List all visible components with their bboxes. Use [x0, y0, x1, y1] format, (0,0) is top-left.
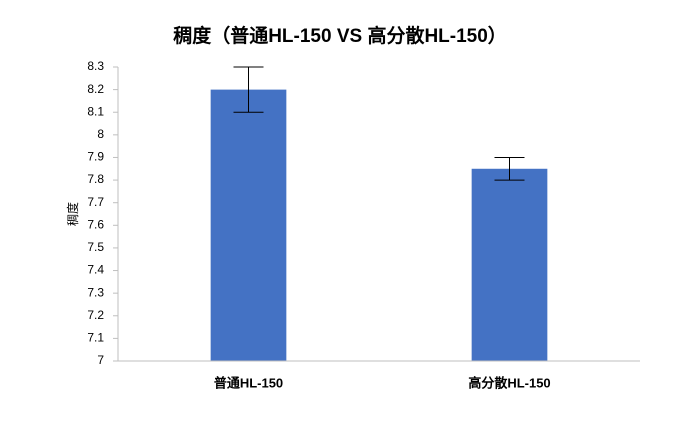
x-tick-label: 高分散HL-150: [468, 375, 550, 390]
x-tick-label: 普通HL-150: [214, 375, 283, 390]
y-tick-label: 8: [97, 127, 104, 141]
y-tick-label: 7.1: [87, 331, 104, 345]
y-tick-label: 8.1: [87, 104, 104, 118]
chart-title: 稠度（普通HL-150 VS 高分散HL-150）: [173, 24, 507, 47]
y-axis-label: 稠度: [65, 202, 80, 226]
y-tick-label: 7.5: [87, 240, 104, 254]
error-bar: [233, 66, 264, 113]
y-tick-label: 8.2: [87, 82, 104, 96]
error-bar: [494, 156, 525, 181]
y-tick-label: 7.8: [87, 172, 104, 186]
y-tick-label: 7: [97, 353, 104, 367]
y-tick-label: 7.7: [87, 195, 104, 209]
y-tick-label: 7.6: [87, 217, 104, 231]
y-tick-label: 7.4: [87, 263, 104, 277]
bar: [210, 89, 287, 361]
bar: [471, 168, 548, 361]
y-tick-label: 8.3: [87, 59, 104, 73]
y-tick-label: 7.3: [87, 285, 104, 299]
y-tick-label: 7.2: [87, 308, 104, 322]
y-tick-label: 7.9: [87, 150, 104, 164]
